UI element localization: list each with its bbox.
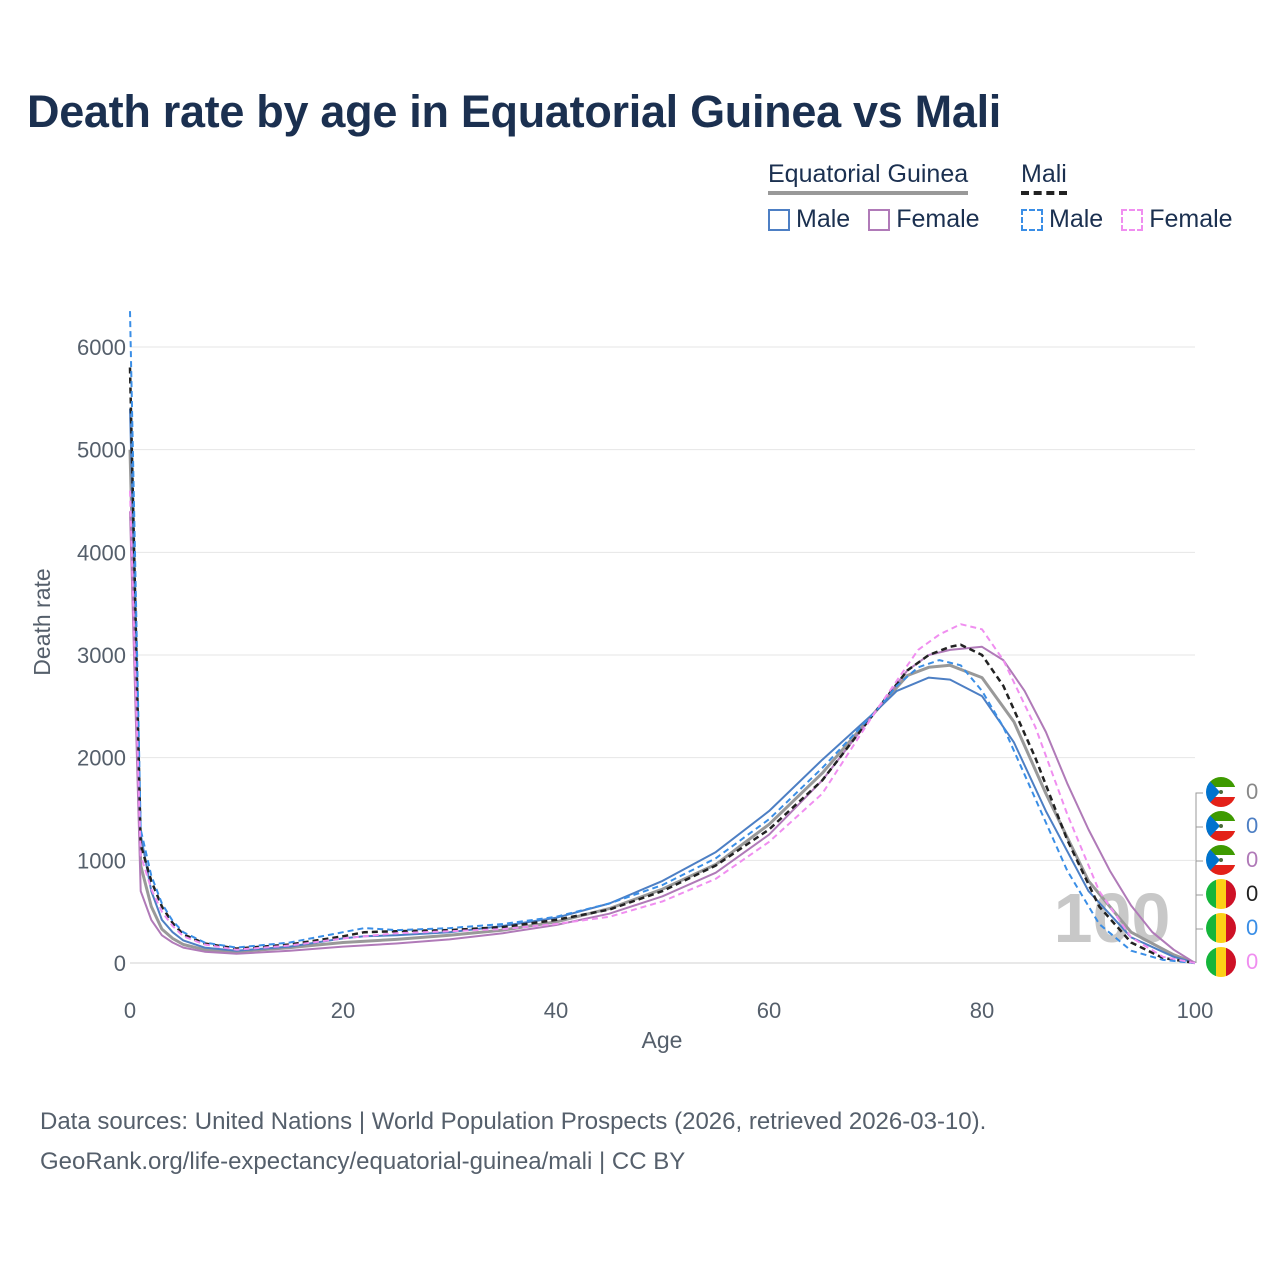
end-label-eq-guinea-female: 0 — [1206, 845, 1258, 875]
equatorial-guinea-flag-icon — [1206, 811, 1236, 841]
legend-swatch-mali-female — [1121, 208, 1144, 231]
legend-item-eq-guinea-female[interactable]: Female — [868, 205, 980, 234]
end-value: 0 — [1246, 847, 1259, 872]
x-tick-label: 100 — [1177, 998, 1214, 1023]
mali-flag-icon — [1206, 913, 1236, 943]
grid-layer — [130, 346, 1195, 964]
end-value: 0 — [1246, 779, 1259, 804]
legend-group-mali: Mali Male Female — [1021, 160, 1233, 234]
end-value: 0 — [1246, 915, 1259, 940]
chart-title: Death rate by age in Equatorial Guinea v… — [27, 86, 1001, 137]
axis-layer: 0 1000 2000 3000 4000 5000 6000 0 20 40 60 80 100 — [77, 335, 1213, 1023]
end-label-eq-guinea-male: 0 — [1206, 811, 1258, 841]
series-line-equatorial-guinea-female[interactable] — [129, 511, 1196, 964]
legend-header-equatorial-guinea: Equatorial Guinea — [768, 160, 969, 195]
legend-header-mali: Mali — [1021, 160, 1067, 195]
y-axis-label: Death rate — [29, 568, 55, 675]
y-tick-label: 0 — [114, 951, 126, 976]
legend-swatch-eq-guinea-female — [868, 208, 891, 231]
legend-swatch-eq-guinea-male — [768, 208, 790, 231]
series-line-equatorial-guinea-total[interactable] — [128, 449, 1196, 965]
legend-label: Male — [1049, 205, 1104, 233]
legend-label: Female — [896, 205, 980, 233]
end-value: 0 — [1246, 881, 1259, 906]
end-value: 0 — [1246, 813, 1259, 838]
x-tick-label: 0 — [124, 998, 136, 1023]
y-tick-label: 2000 — [77, 746, 126, 771]
end-label-eq-guinea-total: 0 — [1206, 777, 1258, 807]
x-tick-label: 80 — [970, 998, 994, 1023]
legend-label: Female — [1149, 205, 1233, 233]
legend-item-mali-male[interactable]: Male — [1021, 205, 1103, 234]
mali-flag-icon — [1206, 947, 1236, 977]
footer-source: Data sources: United Nations | World Pop… — [40, 1108, 987, 1135]
x-tick-label: 40 — [544, 998, 568, 1023]
y-tick-label: 6000 — [77, 335, 126, 360]
equatorial-guinea-flag-icon — [1206, 777, 1236, 807]
end-label-mali-total: 0 — [1206, 879, 1258, 909]
series-line-mali-male[interactable] — [129, 311, 1196, 964]
series-line-mali-total[interactable] — [128, 367, 1196, 965]
x-tick-label: 60 — [757, 998, 781, 1023]
series-line-equatorial-guinea-male[interactable] — [129, 408, 1196, 964]
end-label-connector — [1195, 792, 1203, 963]
y-tick-label: 3000 — [77, 643, 126, 668]
end-value: 0 — [1246, 949, 1259, 974]
x-axis-label: Age — [642, 1027, 683, 1053]
x-tick-label: 20 — [331, 998, 355, 1023]
equatorial-guinea-flag-icon — [1206, 845, 1236, 875]
legend-swatch-mali-male — [1021, 208, 1043, 231]
end-label-mali-female: 0 — [1206, 947, 1258, 977]
legend-item-eq-guinea-male[interactable]: Male — [768, 205, 850, 234]
y-tick-label: 1000 — [77, 848, 126, 873]
y-tick-label: 5000 — [77, 438, 126, 463]
footer-link[interactable]: GeoRank.org/life-expectancy/equatorial-g… — [40, 1148, 686, 1175]
series-line-mali-female[interactable] — [129, 490, 1196, 964]
legend-label: Male — [796, 205, 851, 233]
mali-flag-icon — [1206, 879, 1236, 909]
series-layer — [128, 311, 1196, 965]
legend-group-equatorial-guinea: Equatorial Guinea Male Female — [768, 160, 980, 234]
end-label-mali-male: 0 — [1206, 913, 1258, 943]
legend-item-mali-female[interactable]: Female — [1121, 205, 1233, 234]
y-tick-label: 4000 — [77, 540, 126, 565]
